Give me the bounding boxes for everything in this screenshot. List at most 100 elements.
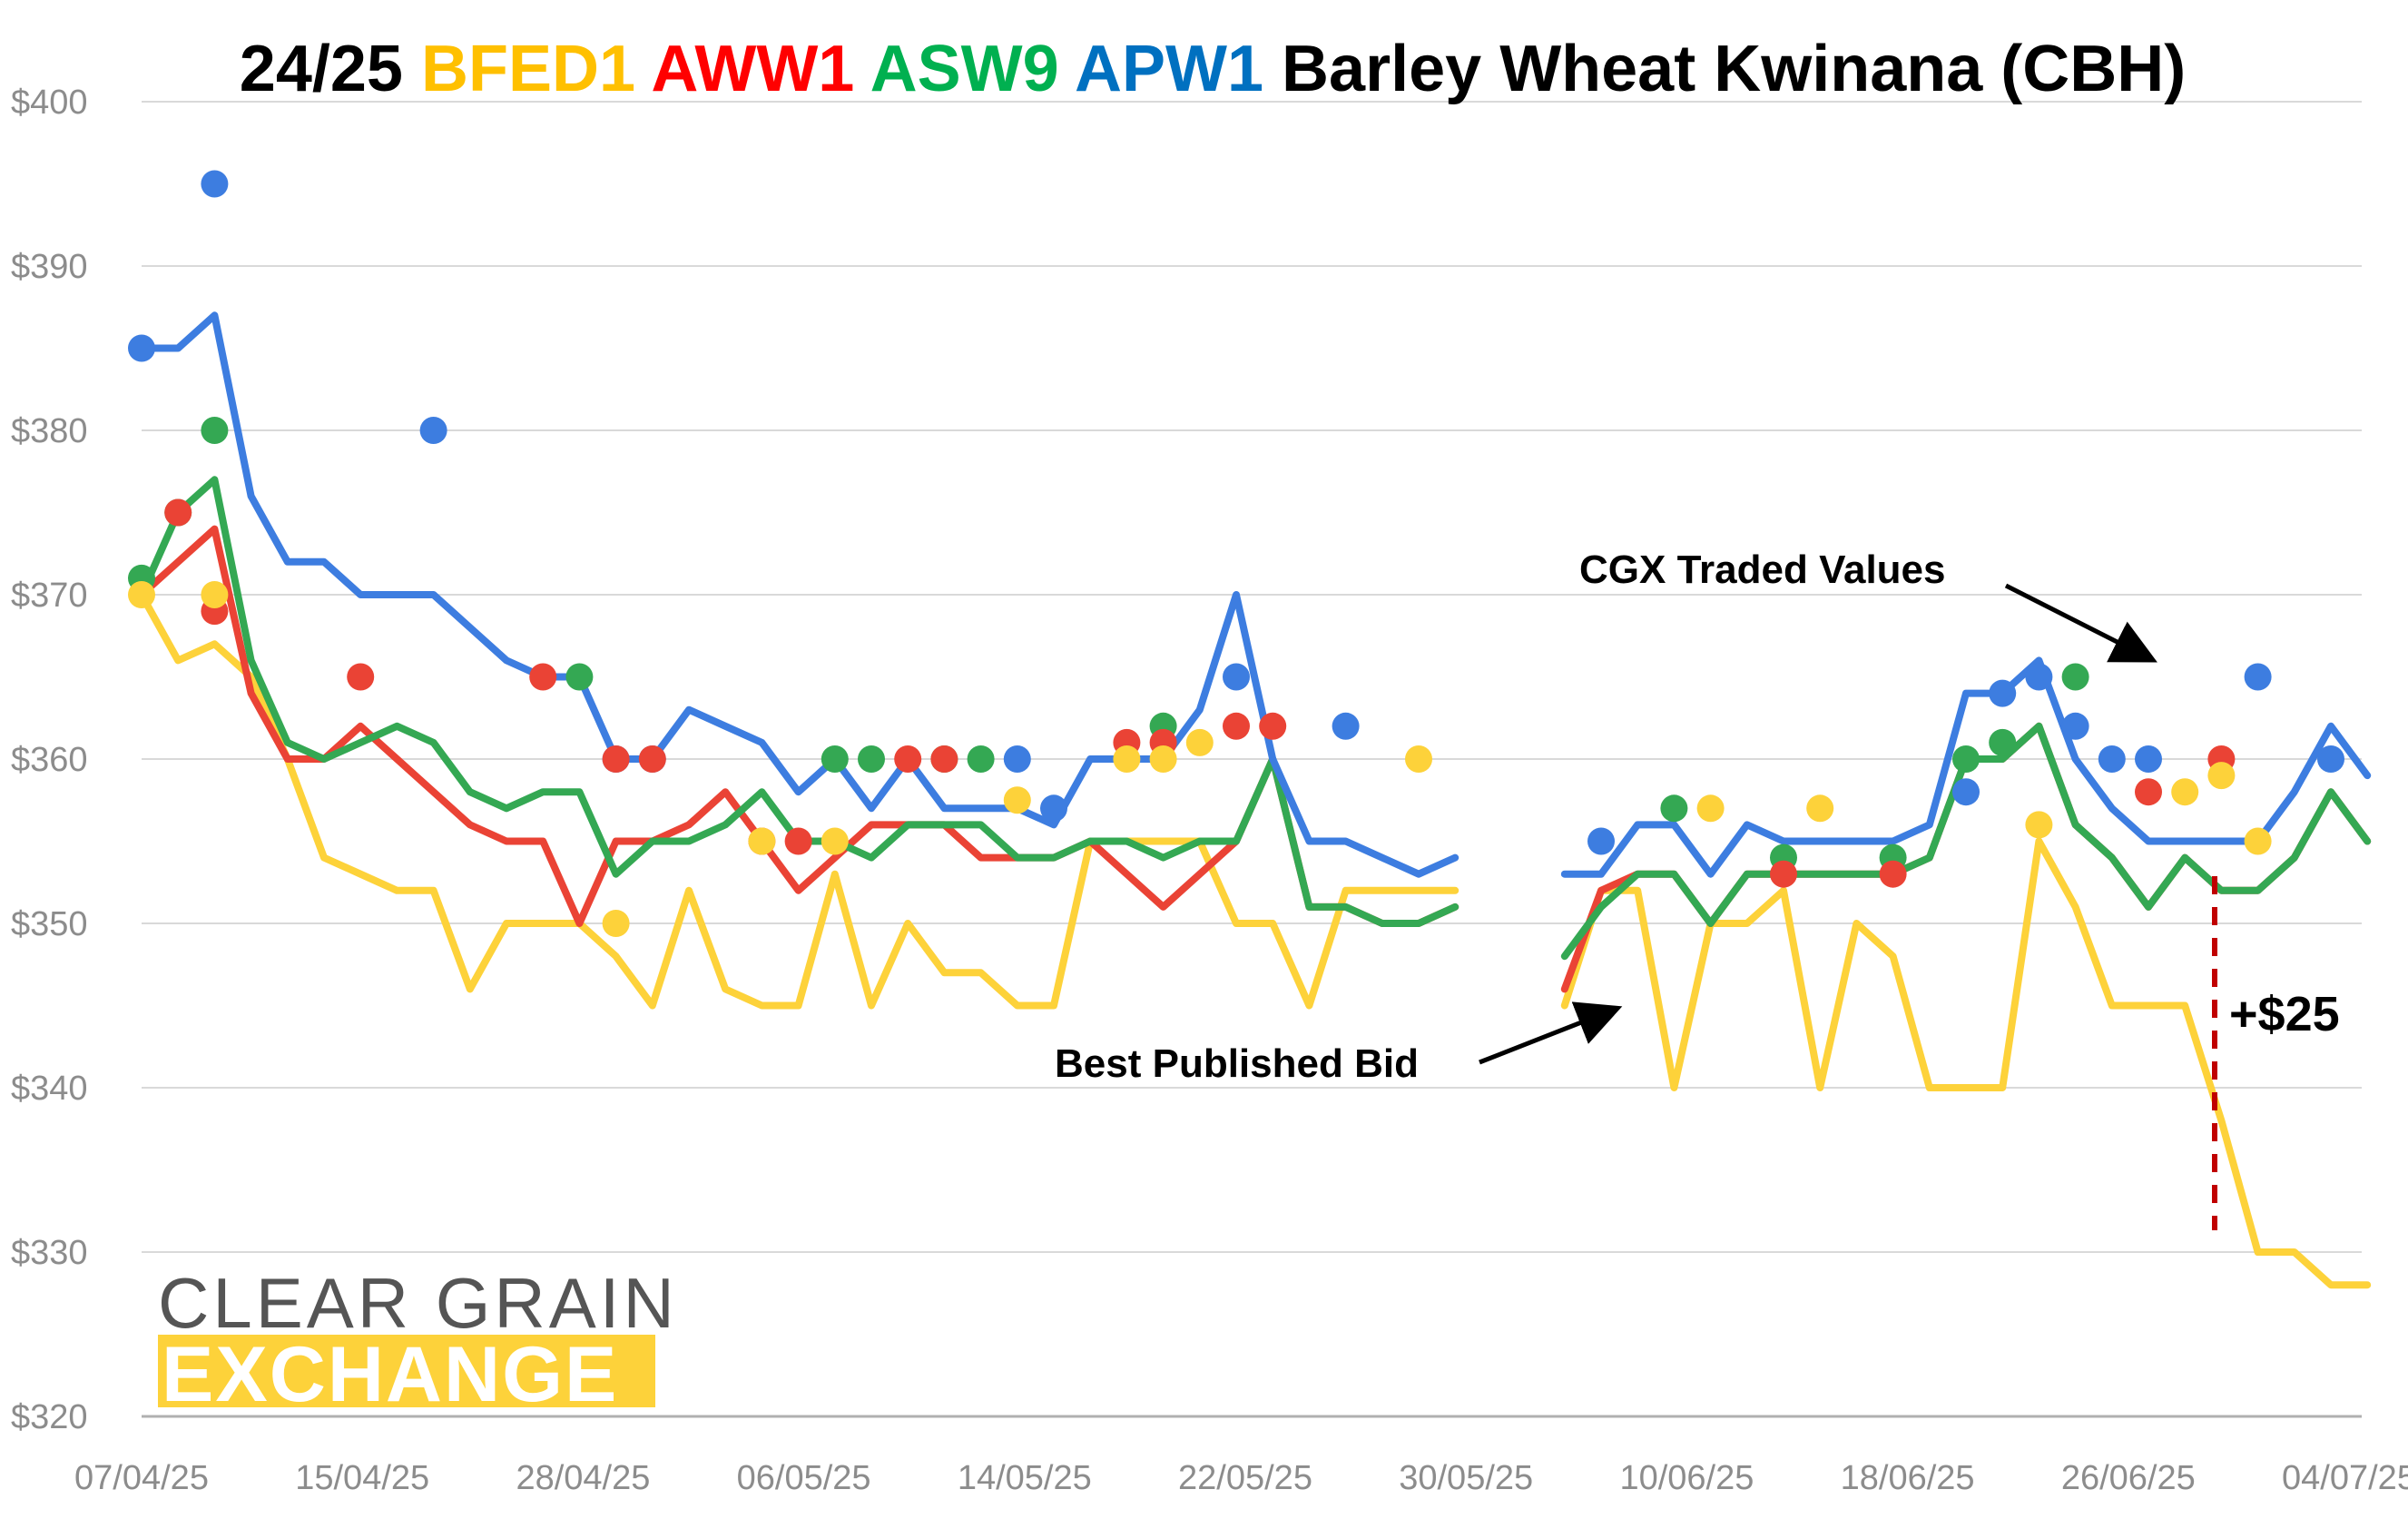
traded-point-bfed1: [1696, 794, 1725, 823]
logo-line-1: CLEAR GRAIN: [158, 1263, 678, 1343]
series-lines: [138, 311, 2372, 1289]
traded-point-apw1: [1223, 663, 1250, 691]
title-part-5: APW1: [1075, 33, 1282, 105]
traded-point-aww1: [2135, 778, 2162, 806]
traded-point-apw1: [2025, 663, 2053, 691]
traded-point-aww1: [1223, 712, 1250, 740]
traded-point-bfed1: [1003, 786, 1031, 814]
traded-point-apw1: [128, 334, 155, 362]
grid-layer: [142, 101, 2362, 1417]
traded-point-aww1: [1879, 860, 1907, 888]
traded-point-bfed1: [1113, 745, 1141, 773]
logo-band: [158, 1335, 655, 1407]
annotation-delta: +$25: [2229, 987, 2340, 1041]
traded-point-bfed1: [128, 581, 155, 608]
title-part-3: AWW1: [651, 33, 870, 105]
traded-point-apw1: [1989, 679, 2017, 707]
annotation-arrow-cgx: [2004, 583, 2157, 663]
traded-point-bfed1: [2244, 827, 2272, 855]
traded-point-asw9: [1989, 728, 2017, 756]
traded-point-aww1: [602, 745, 630, 773]
traded-point-asw9: [1952, 745, 1980, 773]
x-tick-label: 28/04/25: [516, 1459, 650, 1497]
traded-point-asw9: [821, 745, 849, 773]
x-tick-label: 07/04/25: [74, 1459, 209, 1497]
traded-point-apw1: [2317, 745, 2344, 773]
traded-point-bfed1: [2207, 762, 2236, 790]
traded-points: [128, 170, 2344, 937]
traded-point-apw1: [2061, 712, 2089, 740]
traded-point-asw9: [2061, 663, 2089, 691]
x-tick-label: 22/05/25: [1178, 1459, 1312, 1497]
x-tick-label: 18/06/25: [1841, 1459, 1975, 1497]
x-tick-label: 06/05/25: [737, 1459, 871, 1497]
y-tick-label: $400: [11, 84, 88, 122]
traded-point-apw1: [1587, 827, 1615, 855]
traded-point-bfed1: [821, 827, 849, 855]
traded-point-asw9: [201, 417, 229, 444]
y-tick-label: $390: [11, 248, 88, 286]
x-tick-label: 04/07/25: [2282, 1459, 2408, 1497]
traded-point-aww1: [930, 745, 958, 773]
traded-point-aww1: [894, 745, 922, 773]
annotation-arrow-bid: [1479, 1001, 1623, 1065]
traded-point-aww1: [784, 827, 812, 855]
x-tick-label: 15/04/25: [295, 1459, 429, 1497]
chart-title: 24/25 BFED1 AWW1 ASW9 APW1 Barley Wheat …: [240, 33, 2186, 105]
traded-point-asw9: [565, 663, 594, 691]
x-tick-label: 10/06/25: [1619, 1459, 1754, 1497]
traded-point-aww1: [529, 663, 557, 691]
y-tick-label: $320: [11, 1398, 88, 1436]
chart-title-text: 24/25 BFED1 AWW1 ASW9 APW1 Barley Wheat …: [240, 33, 2186, 105]
y-tick-label: $380: [11, 412, 88, 450]
traded-point-bfed1: [201, 581, 229, 608]
clear-grain-exchange-logo: CLEAR GRAIN EXCHANGE: [158, 1263, 678, 1418]
traded-point-bfed1: [1405, 745, 1432, 773]
annotation-cgx-traded-values: CGX Traded Values: [1579, 547, 1946, 592]
traded-point-apw1: [201, 170, 229, 198]
y-tick-label: $360: [11, 741, 88, 779]
traded-point-bfed1: [1185, 728, 1214, 756]
traded-point-bfed1: [748, 827, 776, 855]
traded-point-apw1: [1040, 794, 1067, 823]
y-tick-label: $340: [11, 1070, 88, 1108]
traded-point-aww1: [1770, 860, 1797, 888]
traded-point-bfed1: [602, 910, 630, 937]
traded-point-apw1: [419, 417, 447, 444]
series-line-apw1-segment-1: [138, 311, 1460, 878]
annotation-best-published-bid: Best Published Bid: [1055, 1041, 1419, 1086]
traded-point-aww1: [347, 663, 375, 691]
series-line-bfed1-segment-1: [138, 591, 1460, 1010]
y-tick-label: $330: [11, 1234, 88, 1272]
traded-point-apw1: [1952, 778, 1980, 806]
series-line-bfed1-segment-2: [1560, 837, 2372, 1289]
traded-point-apw1: [2244, 663, 2272, 691]
traded-point-aww1: [1259, 712, 1287, 740]
y-tick-label: $370: [11, 577, 88, 615]
traded-point-bfed1: [1149, 745, 1177, 773]
title-part-6: Barley Wheat Kwinana (CBH): [1282, 33, 2186, 105]
title-part-2: BFED1: [421, 33, 651, 105]
series-line-apw1-segment-2: [1560, 656, 2372, 878]
traded-point-asw9: [1660, 794, 1688, 823]
y-tick-label: $350: [11, 905, 88, 943]
traded-point-bfed1: [2025, 811, 2053, 839]
traded-point-apw1: [1332, 712, 1360, 740]
traded-point-bfed1: [1806, 794, 1834, 823]
x-tick-label: 30/05/25: [1399, 1459, 1533, 1497]
traded-point-asw9: [967, 745, 995, 773]
x-tick-label: 14/05/25: [958, 1459, 1092, 1497]
title-part-4: ASW9: [870, 33, 1075, 105]
traded-point-apw1: [2135, 745, 2162, 773]
traded-point-aww1: [638, 745, 666, 773]
axis-layer: $320 $330 $340 $350 $360 $370 $380 $390 $400 07/0…: [11, 84, 2408, 1497]
traded-point-apw1: [1003, 745, 1031, 773]
traded-point-asw9: [858, 745, 885, 773]
traded-point-bfed1: [2171, 778, 2199, 806]
title-part-1: 24/25: [240, 33, 421, 105]
traded-point-aww1: [164, 498, 192, 527]
traded-point-apw1: [2098, 745, 2126, 773]
logo-line-2: EXCHANGE: [162, 1331, 618, 1418]
